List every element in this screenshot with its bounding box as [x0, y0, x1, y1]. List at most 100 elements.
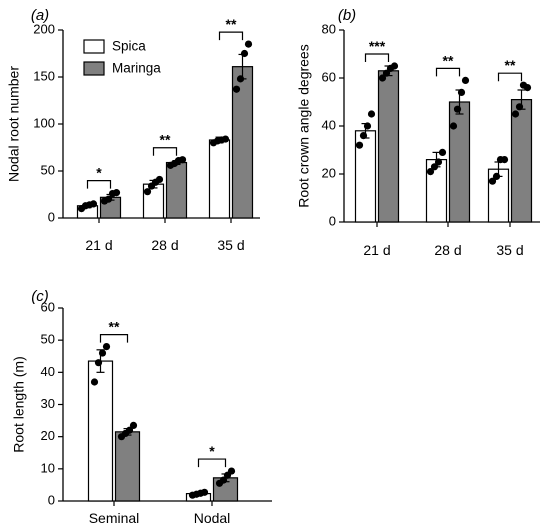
data-point [98, 349, 107, 357]
data-point [227, 467, 236, 475]
significance-bracket [86, 180, 112, 189]
data-point [523, 84, 532, 92]
legend-label: Spica [112, 39, 146, 54]
x-tick-label: 28 d [151, 237, 178, 253]
data-point [488, 177, 497, 185]
y-tick-label: 10 [41, 460, 55, 475]
y-tick-label: 80 [322, 21, 336, 36]
data-point [434, 158, 443, 166]
data-point [382, 69, 391, 77]
legend-swatch [83, 61, 105, 76]
y-tick-label: 50 [41, 162, 55, 177]
significance-bracket [152, 147, 178, 156]
bar-maringa [510, 98, 533, 223]
significance-bracket [364, 53, 390, 62]
y-tick-label: 40 [322, 117, 336, 132]
data-point [232, 85, 241, 93]
data-point [200, 488, 209, 496]
significance-label: ** [226, 16, 237, 32]
data-point [221, 135, 230, 143]
panel-2: (b) Root crown angle degrees 0 20 40 60 80 21 d… [296, 7, 540, 258]
data-point [378, 74, 387, 82]
data-point [363, 122, 372, 130]
data-point [178, 156, 187, 164]
data-point [461, 76, 470, 84]
data-point [240, 49, 249, 58]
y-tick-label: 100 [33, 115, 55, 130]
bar-maringa [377, 70, 400, 223]
x-tick-label: Seminal [89, 510, 140, 526]
significance-bracket [99, 334, 129, 343]
significance-bracket [218, 31, 244, 41]
x-tick-label: 35 d [496, 242, 523, 258]
y-tick-label: 20 [322, 165, 336, 180]
legend-label: Maringa [112, 61, 161, 76]
significance-label: ** [505, 57, 516, 73]
data-point [143, 188, 152, 196]
data-point [438, 148, 447, 156]
y-tick-label: 30 [41, 396, 55, 411]
panel-3: (c)Root length (m)0102030405060Seminal**… [11, 288, 272, 526]
significance-label: ** [109, 319, 120, 335]
y-tick-label: 60 [322, 69, 336, 84]
y-tick-label: 150 [33, 68, 55, 83]
x-tick-label: 35 d [217, 237, 244, 253]
y-tick-label: 200 [33, 21, 55, 36]
data-point [125, 426, 134, 434]
y-tick-label: 0 [48, 492, 55, 507]
data-point [236, 75, 245, 83]
x-tick-label: 21 d [85, 237, 112, 253]
data-point [511, 110, 520, 118]
significance-bracket [435, 67, 461, 77]
y-axis-label: Root length (m) [11, 356, 27, 452]
data-point [104, 195, 113, 203]
data-point [355, 141, 364, 149]
data-point [426, 168, 435, 176]
data-point [390, 62, 399, 70]
data-point [219, 476, 228, 484]
y-tick-label: 40 [41, 364, 55, 379]
data-point [90, 378, 99, 386]
data-point [367, 110, 376, 118]
data-point [457, 88, 466, 96]
significance-label: * [96, 165, 102, 181]
panel-label: (a) [31, 7, 49, 24]
legend-swatch [83, 39, 105, 54]
y-tick-label: 50 [41, 332, 55, 347]
significance-bracket [197, 458, 227, 468]
y-tick-label: 0 [48, 209, 55, 224]
bar-maringa [448, 101, 471, 223]
y-axis-label: Nodal root number [6, 66, 22, 182]
data-point [500, 156, 509, 164]
data-point [244, 40, 253, 48]
bar-spica [208, 139, 231, 219]
significance-label: * [209, 443, 215, 459]
data-point [129, 421, 138, 430]
data-point [112, 189, 121, 197]
x-tick-label: Nodal [194, 510, 231, 526]
significance-label: ** [443, 52, 454, 68]
panel-label: (b) [338, 7, 356, 24]
bar-maringa [165, 161, 188, 219]
data-point [430, 163, 439, 171]
significance-label: *** [369, 38, 386, 54]
bar-maringa [114, 431, 141, 502]
y-tick-label: 20 [41, 428, 55, 443]
panel-label: (c) [31, 288, 49, 305]
data-point [492, 172, 501, 180]
y-axis-label: Root crown angle degrees [296, 44, 312, 207]
data-point [102, 343, 111, 351]
panel-1: (a) Nodal root number 0 50 100 150 200 21 d * 28 … [6, 7, 260, 253]
data-point [89, 200, 98, 208]
x-tick-label: 28 d [434, 242, 461, 258]
data-point [515, 103, 524, 111]
significance-label: ** [160, 132, 171, 148]
data-point [155, 175, 164, 184]
y-tick-label: 0 [329, 213, 336, 228]
data-point [453, 105, 462, 113]
data-point [94, 359, 103, 367]
data-point [449, 122, 458, 130]
data-point [359, 132, 368, 140]
significance-bracket [497, 72, 523, 82]
